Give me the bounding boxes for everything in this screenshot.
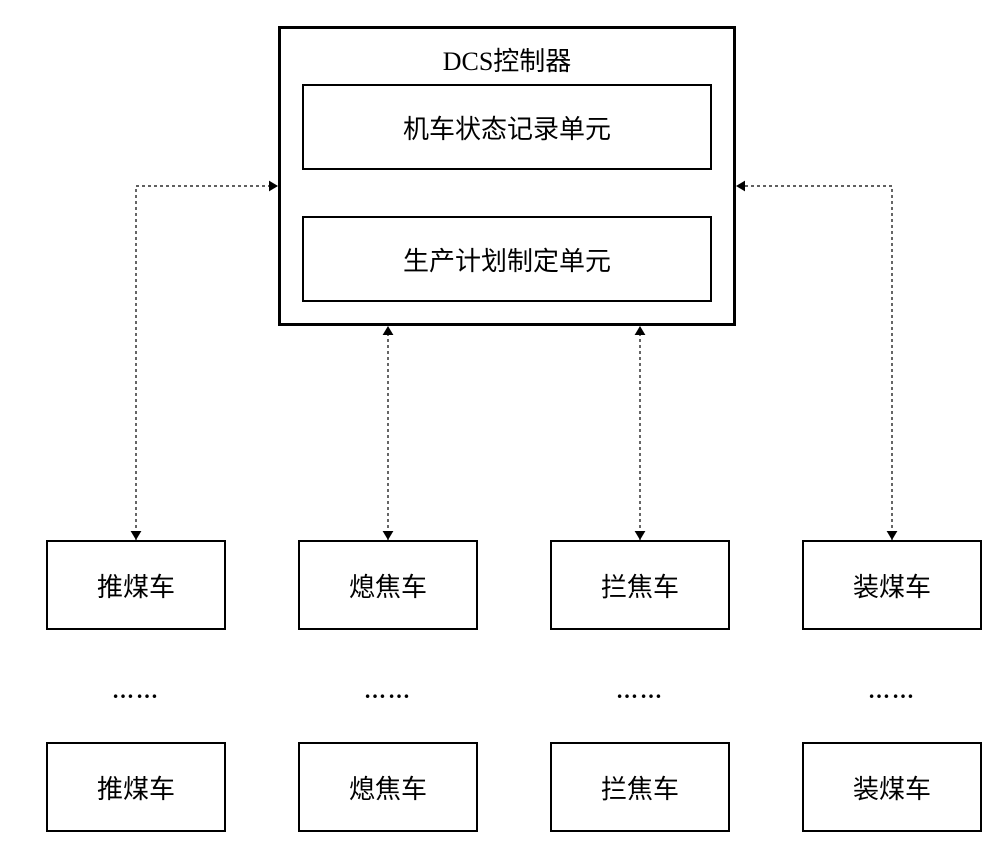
ellipsis: …… (852, 678, 932, 704)
vehicle-box: 熄焦车 (298, 540, 478, 630)
vehicle-label: 装煤车 (853, 567, 931, 604)
dcs-controller-title: DCS控制器 (281, 41, 733, 78)
vehicle-box: 拦焦车 (550, 742, 730, 832)
ellipsis: …… (348, 678, 428, 704)
vehicle-box: 装煤车 (802, 540, 982, 630)
vehicle-box: 推煤车 (46, 742, 226, 832)
vehicle-label: 拦焦车 (601, 567, 679, 604)
inner-box-label: 生产计划制定单元 (403, 241, 611, 278)
vehicle-label: 推煤车 (97, 567, 175, 604)
vehicle-label: 装煤车 (853, 769, 931, 806)
vehicle-label: 熄焦车 (349, 769, 427, 806)
vehicle-label: 熄焦车 (349, 567, 427, 604)
ellipsis: …… (96, 678, 176, 704)
controller-inner-box: 生产计划制定单元 (302, 216, 712, 302)
vehicle-label: 推煤车 (97, 769, 175, 806)
ellipsis: …… (600, 678, 680, 704)
vehicle-box: 拦焦车 (550, 540, 730, 630)
vehicle-box: 熄焦车 (298, 742, 478, 832)
vehicle-box: 推煤车 (46, 540, 226, 630)
inner-box-label: 机车状态记录单元 (403, 109, 611, 146)
vehicle-label: 拦焦车 (601, 769, 679, 806)
vehicle-box: 装煤车 (802, 742, 982, 832)
controller-inner-box: 机车状态记录单元 (302, 84, 712, 170)
